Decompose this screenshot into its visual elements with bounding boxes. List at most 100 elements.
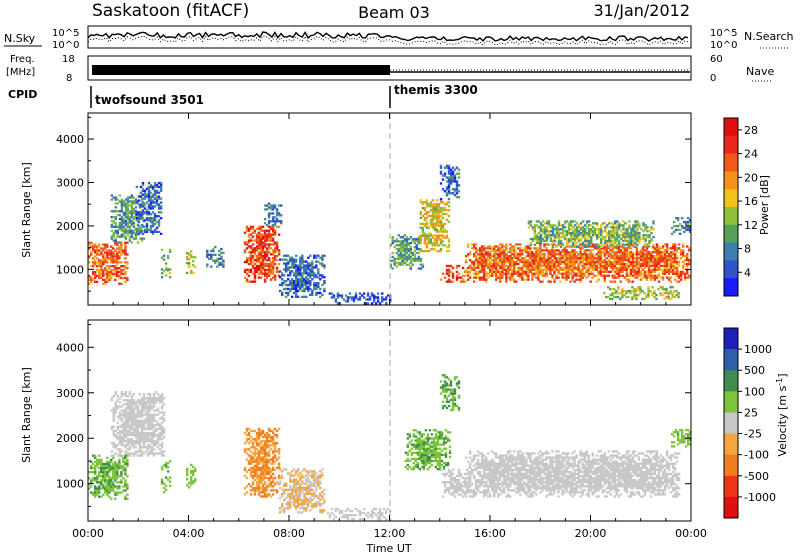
velocity-cell-248 (110, 399, 113, 402)
power-cell-2599 (571, 274, 574, 277)
power-cell-2675 (581, 260, 584, 264)
power-cell-3189 (657, 257, 661, 260)
power-cell-3897 (621, 288, 624, 291)
power-cell-3445 (547, 230, 551, 233)
power-cell-2284 (523, 247, 526, 250)
power-cell-2546 (563, 259, 566, 262)
power-cell-3073 (641, 257, 645, 260)
power-cell-3758 (624, 243, 627, 247)
velocity-cell-567 (142, 436, 146, 439)
power-cell-827 (257, 259, 261, 262)
power-cell-3953 (661, 293, 664, 297)
power-cell-667 (190, 269, 193, 273)
power-cell-3786 (630, 239, 633, 243)
velocity-cell-563 (142, 444, 146, 447)
power-cell-2924 (619, 259, 622, 262)
power-cell-3448 (547, 220, 551, 223)
velocity-cell-410 (128, 419, 132, 422)
power-cell-933 (267, 262, 271, 266)
power-cell-683 (208, 257, 211, 260)
power-cell-3258 (667, 255, 671, 258)
power-cell-263 (114, 231, 117, 234)
power-cell-3469 (553, 228, 557, 231)
power-cell-2586 (569, 268, 572, 271)
power-cell-2298 (525, 247, 528, 250)
power-cell-568 (151, 217, 155, 220)
velocity-cell-409 (128, 423, 132, 426)
power-cell-1401 (385, 302, 388, 305)
freq-trace-dense (92, 65, 390, 75)
velocity-cell-644 (148, 413, 152, 416)
power-cell-2190 (509, 255, 512, 258)
power-cell-2664 (579, 251, 582, 254)
power-cell-3708 (612, 232, 615, 235)
velocity-cell-45 (96, 462, 99, 466)
power-cell-3710 (612, 228, 615, 231)
velocity-cell-556 (140, 405, 144, 408)
velocity-cell-395 (126, 399, 130, 402)
power-cell-1203 (301, 280, 304, 283)
power-cell-1668 (433, 228, 437, 231)
power-cell-1093 (285, 268, 288, 271)
power-cell-2429 (545, 268, 548, 271)
velocity-cell-312 (118, 397, 122, 400)
power-cell-1471 (403, 261, 406, 264)
power-cell-493 (141, 209, 145, 212)
velocity-cell-519 (138, 440, 142, 443)
power-cell-879 (261, 245, 265, 248)
power-cell-3088 (643, 257, 647, 260)
velocity-cell-630 (148, 450, 152, 453)
power-cell-2098 (497, 257, 500, 260)
power-cell-982 (271, 229, 275, 232)
power-cell-3437 (545, 228, 549, 231)
power-cell-1543 (417, 257, 420, 260)
power-cell-2641 (577, 272, 580, 275)
power-cell-1348 (338, 294, 342, 297)
power-cell-681 (206, 251, 209, 255)
power-cell-1947 (474, 259, 478, 262)
power-cell-2290 (525, 266, 528, 270)
power-cell-2973 (627, 280, 631, 283)
power-cell-104 (104, 247, 107, 250)
power-cell-3431 (543, 222, 547, 225)
power-cell-3781 (628, 226, 631, 229)
power-cell-3618 (588, 228, 591, 231)
power-cell-2777 (597, 251, 600, 254)
power-cell-3693 (610, 243, 613, 247)
power-cell-1402 (385, 298, 388, 301)
power-cell-2127 (501, 264, 504, 268)
power-cell-1526 (413, 255, 416, 258)
power-cell-1901 (464, 270, 468, 273)
power-cell-659 (186, 252, 189, 255)
power-cell-2753 (593, 255, 596, 258)
power-cell-3515 (565, 234, 569, 237)
power-cell-1555 (419, 249, 423, 253)
power-cell-1524 (413, 259, 416, 262)
power-cell-1042 (271, 212, 275, 215)
power-cell-2420 (543, 257, 546, 260)
power-cell-2861 (611, 274, 614, 277)
power-cell-238 (126, 261, 129, 264)
power-cell-2994 (629, 257, 633, 260)
power-cell-737 (245, 227, 249, 230)
power-cell-5 (88, 257, 91, 260)
power-cell-2758 (595, 268, 598, 271)
velocity-cell-216 (124, 497, 127, 500)
power-cell-1725 (439, 234, 443, 237)
velocity-cell-681 (152, 442, 156, 445)
velocity-cell-373 (124, 390, 128, 394)
power-cell-3095 (645, 276, 649, 279)
power-cell-3135 (649, 255, 653, 258)
velocity-cell-176 (116, 491, 119, 494)
power-cell-3052 (637, 251, 641, 254)
power-cell-187 (118, 282, 121, 285)
power-cell-734 (245, 243, 249, 246)
power-cell-2153 (505, 276, 508, 279)
power-cell-2823 (605, 270, 608, 273)
power-cell-1397 (381, 298, 384, 301)
velocity-cell-718 (156, 442, 160, 445)
power-cell-812 (255, 249, 259, 252)
power-cell-1747 (441, 222, 445, 225)
velocity-cell-707 (154, 427, 158, 431)
power-cell-2750 (593, 262, 596, 266)
